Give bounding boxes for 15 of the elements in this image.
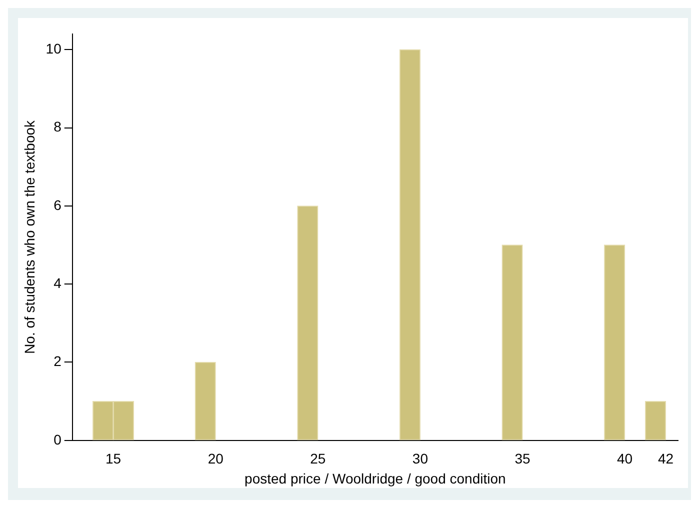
x-tick-label: 30	[412, 450, 428, 467]
x-tick-label: 42	[658, 450, 674, 467]
y-tick-label: 8	[54, 118, 62, 135]
x-axis-title: posted price / Wooldridge / good condition	[244, 470, 506, 486]
x-tick-label: 15	[106, 450, 122, 467]
x-tick-label: 25	[310, 450, 326, 467]
y-tick-label: 0	[54, 431, 62, 448]
x-tick-label: 40	[617, 450, 633, 467]
y-axis-title: No. of students who own the textbook	[21, 119, 38, 354]
y-tick-label: 6	[54, 196, 62, 213]
x-tick-label: 20	[208, 450, 224, 467]
y-tick-label: 4	[54, 274, 62, 291]
y-tick-label: 10	[46, 40, 62, 56]
y-tick-label: 2	[54, 353, 62, 370]
x-tick-label: 35	[514, 450, 530, 467]
